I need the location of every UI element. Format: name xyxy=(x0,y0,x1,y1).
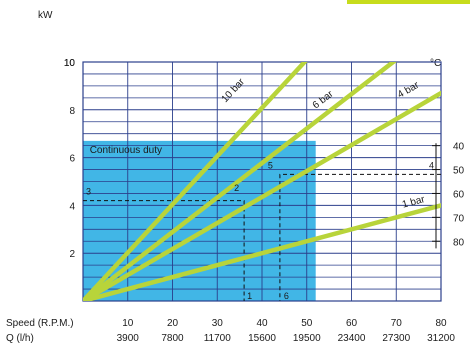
series-line-6-bar xyxy=(83,62,397,301)
continuous-duty-region xyxy=(83,140,316,301)
x-tick-label: 27300 xyxy=(382,333,410,344)
x-row-label-speed: Speed (R.P.M.) xyxy=(6,318,74,329)
x-tick-label: 10 xyxy=(122,318,134,329)
x-tick-label: 3900 xyxy=(117,333,140,344)
x-tick-label: 30 xyxy=(212,318,224,329)
annotation-1: 1 xyxy=(247,291,252,301)
operating-point-a-guide xyxy=(83,200,245,301)
temp-unit-label: °C xyxy=(430,58,441,69)
plot-frame xyxy=(82,61,442,302)
x-tick-label: 7800 xyxy=(161,333,184,344)
x-tick-label: 50 xyxy=(301,318,313,329)
x-tick-label: 60 xyxy=(346,318,358,329)
x-tick-label: 15600 xyxy=(248,333,276,344)
y-tick-label-top: 10 xyxy=(64,58,76,69)
series-group xyxy=(83,62,441,301)
region-label: Continuous duty xyxy=(90,145,162,156)
y-tick-label: 10 xyxy=(64,58,76,69)
operating-point-b-guide xyxy=(279,173,441,301)
temp-tick-label: 40 xyxy=(453,142,465,153)
x-tick-label: 70 xyxy=(391,318,403,329)
x-tick-label: 19500 xyxy=(293,333,321,344)
annotation-2: 2 xyxy=(234,183,239,193)
series-line-1-bar xyxy=(83,203,441,301)
annotation-5: 5 xyxy=(268,160,273,170)
y-tick-label: 2 xyxy=(69,249,75,260)
annotation-6: 6 xyxy=(284,291,289,301)
x-tick-label: 23400 xyxy=(338,333,366,344)
series-label: 10 bar xyxy=(220,76,248,105)
temp-tick-label: 50 xyxy=(453,166,465,177)
annotation-4: 4 xyxy=(429,160,434,170)
x-row-label-q: Q (l/h) xyxy=(6,333,34,344)
accent-bar xyxy=(347,0,470,4)
y-unit-label: kW xyxy=(38,10,53,21)
temp-tick-label: 80 xyxy=(453,237,465,248)
temp-tick-label: 60 xyxy=(453,189,465,200)
x-tick-label: 20 xyxy=(167,318,179,329)
x-tick-label: 31200 xyxy=(427,333,455,344)
series-line-10-bar xyxy=(83,62,308,301)
y-tick-label: 4 xyxy=(69,201,75,212)
y-tick-label: 6 xyxy=(69,154,75,165)
temp-tick-label: 70 xyxy=(453,213,465,224)
series-line-4-bar xyxy=(83,90,441,301)
x-tick-label: 80 xyxy=(435,318,447,329)
y-tick-label: 8 xyxy=(69,106,75,117)
x-tick-label: 11700 xyxy=(204,333,232,344)
x-tick-label: 40 xyxy=(256,318,268,329)
annotation-3: 3 xyxy=(86,187,91,197)
